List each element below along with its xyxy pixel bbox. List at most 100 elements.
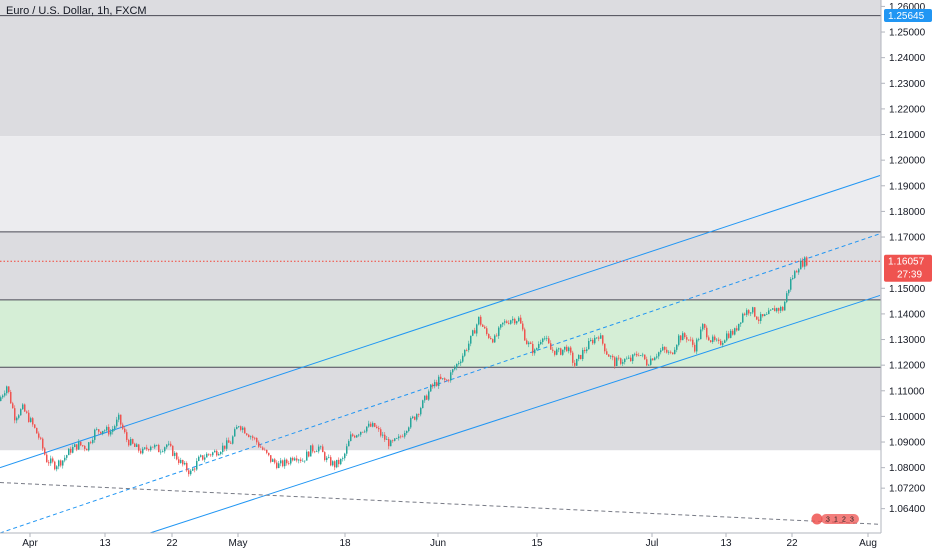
candle — [660, 347, 662, 355]
candle — [112, 425, 114, 435]
candle — [386, 435, 388, 440]
candle — [190, 469, 192, 476]
candle — [96, 427, 98, 431]
candle — [36, 427, 38, 434]
candle — [278, 460, 280, 469]
candle — [202, 455, 204, 461]
candle — [628, 355, 630, 360]
candle — [622, 359, 624, 366]
candle — [110, 429, 112, 437]
candle — [332, 460, 334, 467]
price-tick-label: 1.23000 — [889, 79, 926, 90]
candle — [514, 317, 516, 325]
candle — [648, 363, 650, 366]
candle — [662, 343, 664, 352]
candle — [114, 424, 116, 432]
candle — [584, 347, 586, 354]
candle — [206, 452, 208, 458]
price-zones — [0, 0, 881, 451]
candle — [608, 353, 610, 357]
level-badge — [884, 9, 932, 23]
candle — [798, 267, 800, 275]
candle — [542, 337, 544, 345]
candle — [324, 451, 326, 462]
candle — [714, 334, 716, 342]
candle — [40, 436, 42, 441]
candle — [446, 378, 448, 381]
candle — [518, 316, 520, 322]
candle — [116, 416, 118, 428]
candle — [154, 443, 156, 450]
zone-1 — [0, 15, 881, 137]
candle — [478, 316, 480, 326]
candle — [44, 447, 46, 456]
watermark-logo-icon — [811, 513, 823, 525]
candle — [148, 448, 150, 452]
candle — [160, 449, 162, 455]
candle — [196, 458, 198, 471]
candle — [22, 403, 24, 410]
candle — [166, 443, 168, 450]
candle — [360, 431, 362, 437]
candle — [272, 458, 274, 462]
candle — [268, 452, 270, 457]
candle — [558, 347, 560, 353]
candle — [24, 403, 26, 412]
candle — [636, 351, 638, 357]
candle — [52, 456, 54, 464]
candle — [670, 350, 672, 355]
candle — [400, 434, 402, 439]
countdown-text: 27:39 — [897, 270, 922, 281]
candle — [480, 314, 482, 327]
candle — [620, 357, 622, 366]
candle — [562, 349, 564, 356]
candle — [244, 426, 246, 434]
candle — [618, 354, 620, 361]
candle — [634, 352, 636, 357]
watermark-item-2: 1 — [834, 517, 838, 524]
candle — [796, 269, 798, 273]
time-axis[interactable] — [0, 532, 932, 550]
trend-channel — [0, 175, 881, 534]
candle — [292, 456, 294, 462]
candle — [758, 316, 760, 324]
candle — [476, 323, 478, 337]
candle — [20, 408, 22, 416]
candle — [632, 353, 634, 364]
candle — [432, 383, 434, 389]
candle — [774, 305, 776, 312]
candle — [566, 344, 568, 352]
candle — [712, 334, 714, 344]
candle — [574, 359, 576, 368]
time-tick-label: 22 — [786, 538, 798, 549]
candle — [792, 275, 794, 281]
candle — [474, 327, 476, 334]
candle — [184, 461, 186, 466]
candle — [630, 355, 632, 362]
candle — [672, 352, 674, 355]
candle — [464, 349, 466, 358]
candle — [740, 322, 742, 327]
candle — [420, 406, 422, 417]
candle — [644, 354, 646, 361]
candle — [162, 449, 164, 453]
candle — [362, 431, 364, 433]
price-tick-label: 1.21000 — [889, 130, 926, 141]
candle — [76, 444, 78, 452]
candle — [646, 356, 648, 367]
candle — [170, 441, 172, 448]
candle — [188, 469, 190, 477]
candle — [300, 457, 302, 463]
candle — [204, 454, 206, 463]
candle — [736, 325, 738, 332]
candle — [638, 352, 640, 357]
candle — [708, 335, 710, 341]
candle — [624, 358, 626, 365]
candle — [322, 444, 324, 453]
time-tick-label: 13 — [99, 538, 111, 549]
candle — [316, 449, 318, 453]
price-tick-label: 1.24000 — [889, 53, 926, 64]
candle — [192, 467, 194, 471]
time-tick-label: 18 — [339, 538, 351, 549]
